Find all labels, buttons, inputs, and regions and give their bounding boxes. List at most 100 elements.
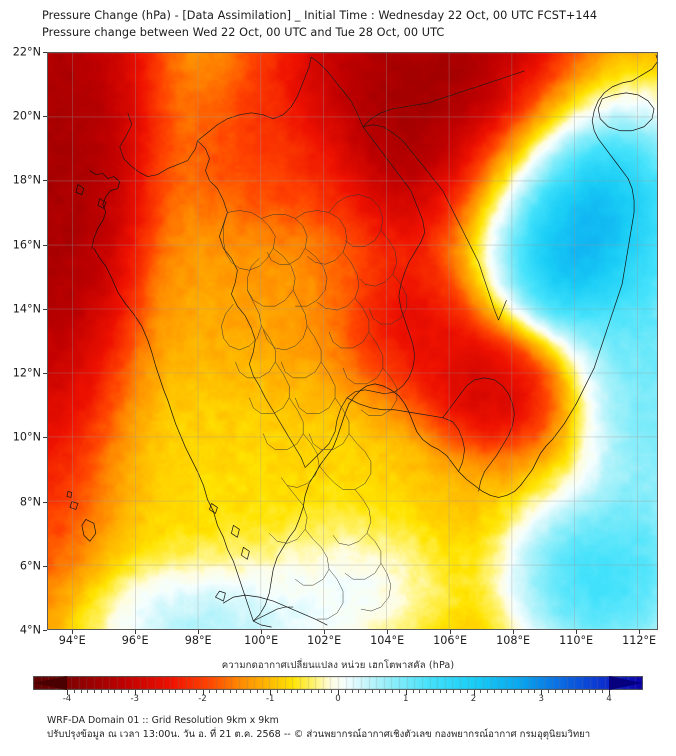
latitude-tick-label: 16°N — [12, 238, 41, 252]
colorbar-tick — [581, 690, 583, 693]
longitude-tick-mark — [198, 630, 200, 634]
colorbar-legend: ความกดอากาศเปลี่ยนแปลง หน่วย เฮกโตพาสคัล… — [0, 658, 676, 706]
colorbar-tick — [561, 690, 563, 693]
colorbar-tick — [419, 690, 421, 693]
latitude-tick-label: 22°N — [12, 45, 41, 59]
colorbar-tick — [161, 690, 163, 693]
colorbar-tick — [534, 690, 536, 693]
colorbar-tick — [473, 690, 475, 695]
colorbar-tick — [168, 690, 170, 693]
colorbar-tick — [80, 690, 82, 693]
colorbar-tick — [392, 690, 394, 693]
latitude-tick-label: 14°N — [12, 302, 41, 316]
longitude-tick-label: 98°E — [184, 634, 212, 647]
colorbar-tick — [554, 690, 556, 693]
footer-block: WRF-DA Domain 01 :: Grid Resolution 9km … — [47, 714, 667, 742]
colorbar-tick — [412, 690, 414, 693]
colorbar-tick — [222, 690, 224, 693]
colorbar-tick — [385, 690, 387, 693]
longitude-tick-label: 108°E — [496, 634, 531, 647]
colorbar-tick — [439, 690, 441, 693]
colorbar-tick — [453, 690, 455, 693]
colorbar-tick — [548, 690, 550, 693]
longitude-tick-label: 96°E — [121, 634, 149, 647]
colorbar-tick — [310, 690, 312, 693]
colorbar-title: ความกดอากาศเปลี่ยนแปลง หน่วย เฮกโตพาสคัล… — [221, 660, 455, 671]
latitude-tick-label: 12°N — [12, 366, 41, 380]
title-line-2: Pressure change between Wed 22 Oct, 00 U… — [42, 25, 445, 39]
latitude-tick-label: 10°N — [12, 430, 41, 444]
coastline-and-border-overlay — [66, 54, 657, 628]
colorbar-tick — [398, 690, 400, 693]
colorbar-tick — [324, 690, 326, 693]
colorbar-tick — [568, 690, 570, 693]
colorbar-tick — [602, 690, 604, 693]
colorbar-tick — [236, 690, 238, 693]
colorbar-tick — [304, 690, 306, 693]
colorbar-tick — [459, 690, 461, 693]
colorbar-extend-arrows — [33, 676, 643, 690]
longitude-tick-label: 100°E — [244, 634, 279, 647]
colorbar-tick — [202, 690, 204, 695]
colorbar-tick — [446, 690, 448, 693]
colorbar-tick — [100, 690, 102, 693]
footer-model-info: WRF-DA Domain 01 :: Grid Resolution 9km … — [47, 715, 279, 726]
colorbar-tick — [249, 690, 251, 693]
colorbar-tick — [155, 690, 157, 693]
colorbar-strip: -4 -3 -2 -1 0 1 2 3 4 — [33, 676, 643, 706]
colorbar-tick — [493, 690, 495, 693]
colorbar-tick — [229, 690, 231, 693]
colorbar-tick — [114, 690, 116, 693]
colorbar-tick — [216, 690, 218, 693]
colorbar-tick — [520, 690, 522, 693]
latitude-tick-label: 6°N — [19, 559, 41, 573]
colorbar-tick — [344, 690, 346, 693]
colorbar-tick — [595, 690, 597, 693]
latitude-tick-label: 4°N — [19, 623, 41, 637]
longitude-tick-label: 102°E — [307, 634, 342, 647]
colorbar-tick — [277, 690, 279, 693]
colorbar-tick — [263, 690, 265, 693]
latitude-tick-label: 20°N — [12, 109, 41, 123]
colorbar-tick — [73, 690, 75, 693]
colorbar-tick — [283, 690, 285, 693]
colorbar-tick-label: 4 — [606, 694, 612, 704]
colorbar-tick — [507, 690, 509, 693]
colorbar-tick — [331, 690, 333, 693]
longitude-tick-mark — [450, 630, 452, 634]
pressure-field-heatmap — [48, 53, 657, 629]
colorbar-tick-label: 2 — [470, 694, 477, 704]
colorbar-tick — [466, 690, 468, 693]
colorbar-tick — [67, 690, 68, 695]
colorbar-tick — [134, 690, 136, 695]
longitude-tick-label: 104°E — [370, 634, 405, 647]
colorbar-tick — [87, 690, 89, 693]
longitude-tick-mark — [387, 630, 389, 634]
longitude-tick-mark — [135, 630, 137, 634]
longitude-tick-mark — [72, 630, 74, 634]
colorbar-tick — [188, 690, 190, 693]
colorbar-tick — [487, 690, 489, 693]
colorbar-tick — [127, 690, 129, 693]
colorbar-tick — [175, 690, 177, 693]
colorbar-tick — [351, 690, 353, 693]
colorbar-tick — [121, 690, 123, 693]
longitude-tick-mark — [324, 630, 326, 634]
colorbar-tick — [541, 690, 543, 695]
colorbar-tick — [297, 690, 299, 693]
colorbar-tick-label: 3 — [538, 694, 544, 704]
colorbar-tick-label: -3 — [130, 694, 140, 704]
colorbar-tick — [426, 690, 428, 693]
colorbar-tick — [500, 690, 502, 693]
colorbar-tick — [195, 690, 197, 693]
colorbar-tick — [405, 690, 407, 695]
colorbar-tick — [256, 690, 258, 693]
colorbar-tick — [371, 690, 373, 693]
colorbar-tick-label: 1 — [403, 694, 409, 704]
colorbar-tick — [378, 690, 380, 693]
longitude-tick-mark — [261, 630, 263, 634]
colorbar-tick — [609, 690, 610, 695]
latitude-tick-mark — [43, 630, 47, 631]
colorbar-tick-label: 0 — [335, 694, 341, 704]
colorbar-tick — [575, 690, 577, 693]
